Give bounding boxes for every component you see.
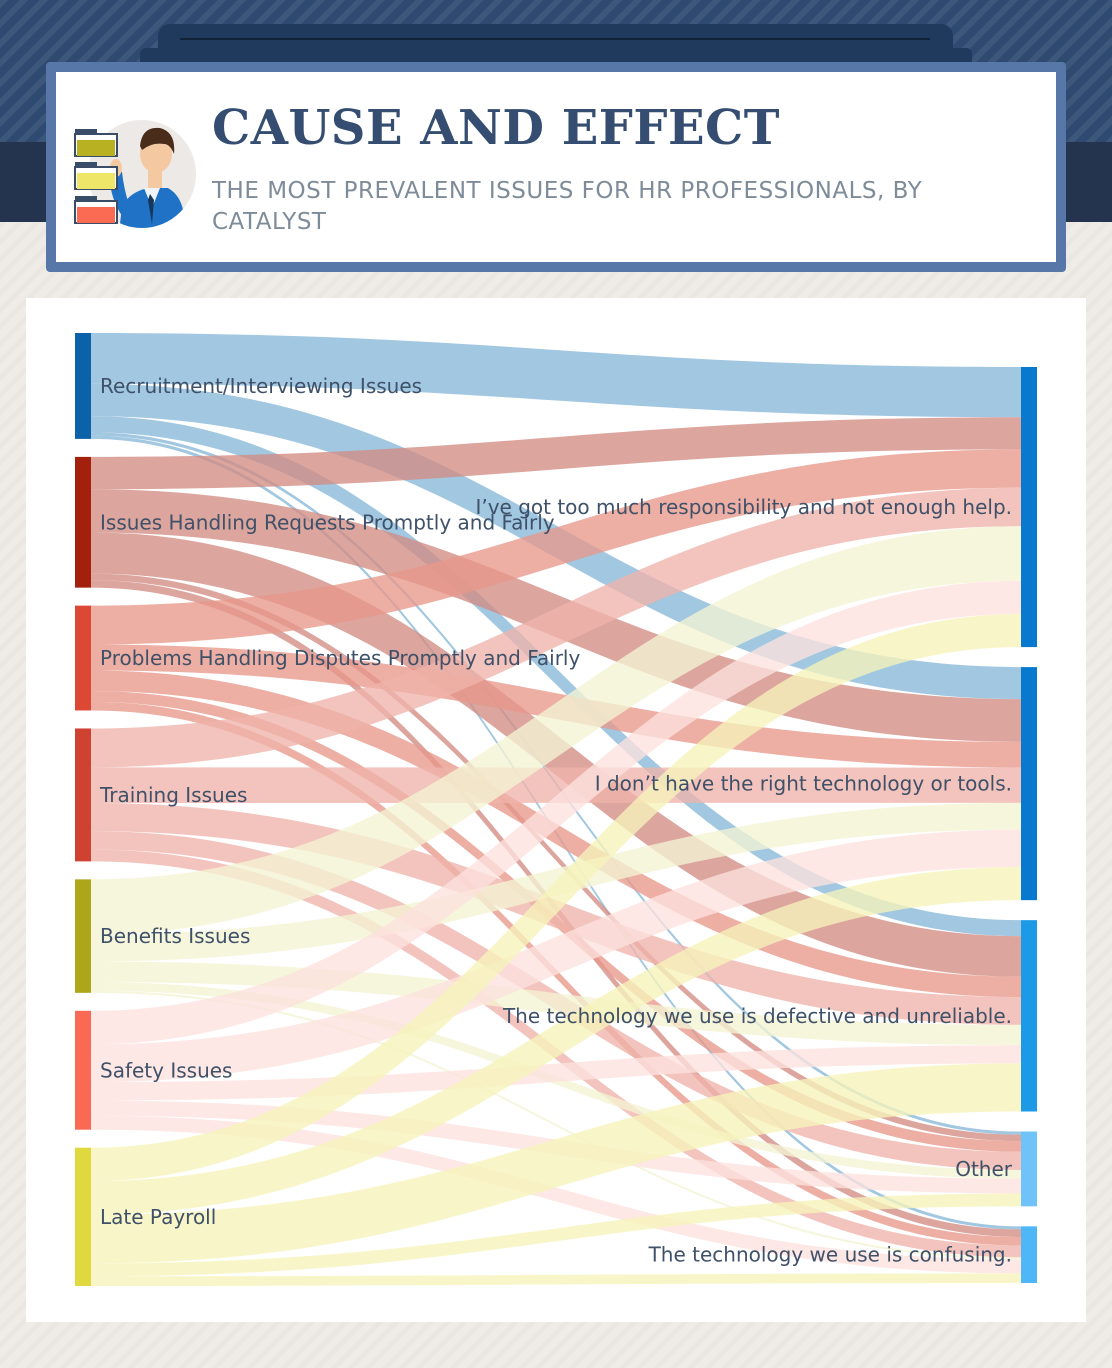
sankey-target-bars [1021,367,1037,1283]
source-bar-2 [75,605,91,711]
sankey-flow-6-1 [91,867,1021,1215]
source-bar-0 [75,333,91,439]
sankey-labels: Recruitment/Interviewing Issues Issues Ha… [99,374,1013,1267]
sankey-flow-2-2 [91,670,1021,998]
source-bar-6 [75,1147,91,1286]
source-label-0: Recruitment/Interviewing Issues [100,374,422,398]
hr-professional-with-folders-icon [74,120,196,228]
sankey-flow-5-0 [91,580,1021,1045]
sankey-flow-6-4 [91,1273,1021,1286]
page-subtitle: THE MOST PREVALENT ISSUES FOR HR PROFESS… [212,178,923,235]
sankey-flow-0-0 [91,333,1021,418]
target-bar-2 [1021,920,1037,1112]
target-label-3: Other [955,1157,1013,1181]
target-bar-3 [1021,1131,1037,1207]
source-label-6: Late Payroll [100,1205,216,1229]
target-label-2: The technology we use is defective and u… [502,1004,1012,1028]
sankey-flow-6-3 [91,1193,1021,1277]
sankey-flow-5-4 [91,1115,1021,1274]
chart-card: Recruitment/Interviewing Issues Issues Ha… [26,298,1086,1322]
header-card-inner [56,72,1056,262]
sankey-flow-1-3 [91,573,1021,1142]
target-label-4: The technology we use is confusing. [648,1243,1012,1267]
source-label-1: Issues Handling Requests Promptly and Fa… [100,510,555,534]
source-bar-5 [75,1010,91,1130]
source-label-4: Benefits Issues [100,924,250,948]
target-label-0: I’ve got too much responsibility and not… [475,495,1012,519]
sankey-flow-4-4 [91,990,1021,1260]
source-label-3: Training Issues [99,783,247,807]
sankey-flow-6-0 [91,613,1021,1182]
target-bar-1 [1021,667,1037,901]
binder-line-top [180,38,930,40]
sankey-flow-6-2 [91,1063,1021,1264]
sankey-flow-2-0 [91,449,1021,645]
sankey-ribbons [91,333,1021,1286]
sankey-flow-1-0 [91,417,1021,490]
sankey-chart: Recruitment/Interviewing Issues Issues Ha… [75,333,1037,1286]
target-bar-0 [1021,367,1037,648]
sankey-flow-3-0 [91,487,1021,768]
page-title: CAUSE AND EFFECT [212,100,780,156]
sankey-flow-0-2 [91,416,1021,937]
header-card [46,62,1066,272]
source-bar-1 [75,456,91,588]
sankey-source-bars [75,333,91,1286]
target-label-1: I don’t have the right technology or too… [595,772,1012,796]
source-label-5: Safety Issues [100,1058,232,1082]
source-bar-4 [75,879,91,993]
source-bar-3 [75,728,91,862]
target-bar-4 [1021,1226,1037,1283]
source-label-2: Problems Handling Disputes Promptly and … [100,646,580,670]
sankey-flow-4-0 [91,526,1021,935]
sankey-flow-5-1 [91,829,1021,1083]
sankey-flow-3-1 [91,767,1021,804]
